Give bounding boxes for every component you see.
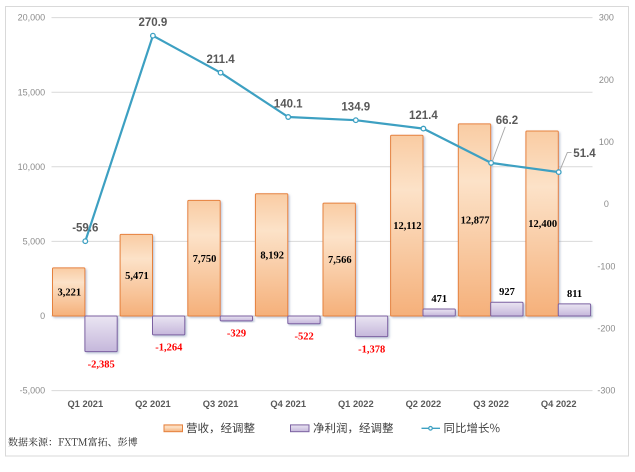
- svg-text:7,750: 7,750: [193, 254, 217, 265]
- svg-text:270.9: 270.9: [139, 17, 168, 29]
- svg-text:Q3 2021: Q3 2021: [203, 399, 239, 409]
- svg-text:0: 0: [40, 311, 45, 321]
- svg-text:Q3 2022: Q3 2022: [473, 399, 509, 409]
- svg-text:51.4: 51.4: [573, 148, 596, 160]
- svg-text:-100: -100: [597, 261, 615, 271]
- svg-text:121.4: 121.4: [409, 110, 438, 122]
- svg-text:-2,385: -2,385: [88, 359, 115, 370]
- svg-text:Q4 2021: Q4 2021: [270, 399, 306, 409]
- svg-text:66.2: 66.2: [496, 115, 518, 127]
- svg-text:471: 471: [431, 294, 447, 305]
- svg-text:15,000: 15,000: [18, 87, 46, 97]
- svg-text:Q1 2021: Q1 2021: [67, 399, 103, 409]
- svg-text:5,000: 5,000: [23, 237, 46, 247]
- svg-text:140.1: 140.1: [274, 98, 303, 110]
- svg-text:12,112: 12,112: [393, 221, 421, 232]
- svg-text:211.4: 211.4: [207, 54, 236, 66]
- svg-text:-1,264: -1,264: [155, 343, 183, 354]
- svg-text:10,000: 10,000: [18, 162, 46, 172]
- svg-text:5,471: 5,471: [125, 271, 149, 282]
- svg-text:-200: -200: [597, 324, 615, 334]
- svg-text:Q2 2021: Q2 2021: [135, 399, 171, 409]
- svg-text:300: 300: [599, 13, 614, 23]
- svg-text:Q2 2022: Q2 2022: [406, 399, 442, 409]
- svg-text:Q4 2022: Q4 2022: [541, 399, 577, 409]
- svg-text:3,221: 3,221: [57, 288, 81, 299]
- svg-text:20,000: 20,000: [18, 13, 46, 23]
- svg-text:927: 927: [499, 287, 515, 298]
- svg-text:Q1 2022: Q1 2022: [338, 399, 374, 409]
- svg-text:0: 0: [604, 199, 609, 209]
- svg-text:-522: -522: [294, 332, 313, 343]
- svg-text:12,877: 12,877: [461, 216, 490, 227]
- svg-text:134.9: 134.9: [341, 102, 370, 114]
- svg-text:-59.6: -59.6: [72, 223, 98, 235]
- svg-text:100: 100: [599, 137, 614, 147]
- svg-text:8,192: 8,192: [260, 251, 284, 262]
- svg-text:-1,378: -1,378: [358, 344, 385, 355]
- svg-text:-300: -300: [597, 386, 615, 396]
- svg-text:200: 200: [599, 75, 614, 85]
- svg-text:-329: -329: [227, 329, 246, 340]
- svg-text:12,400: 12,400: [528, 219, 557, 230]
- svg-text:811: 811: [567, 289, 582, 300]
- svg-text:7,566: 7,566: [328, 255, 352, 266]
- svg-text:-5,000: -5,000: [20, 386, 46, 396]
